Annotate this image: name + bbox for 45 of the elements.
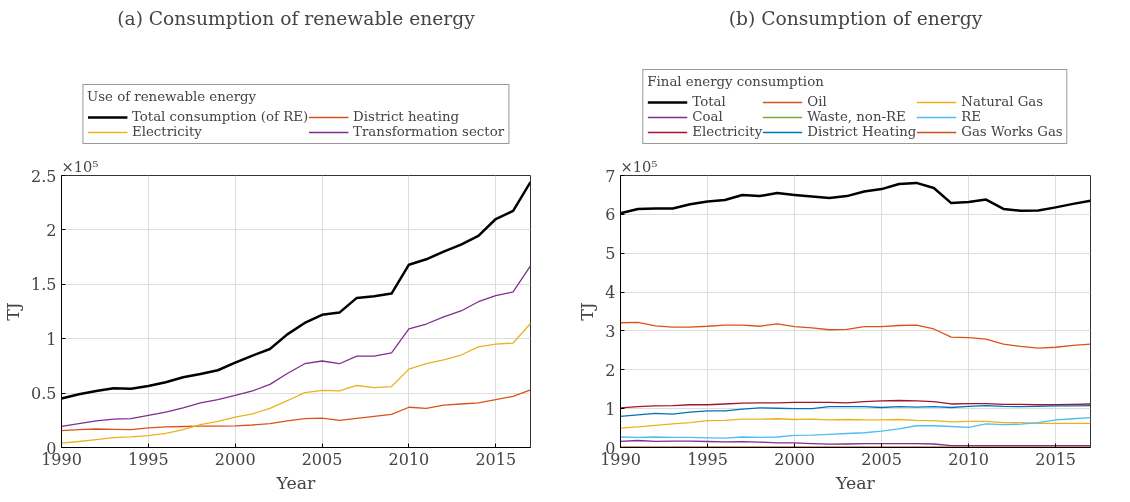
y-tick-label: 0.5 <box>31 384 57 404</box>
legend-title: Final energy consumption <box>647 74 825 89</box>
legend-label: Waste, non-RE <box>807 109 906 124</box>
chart-title: (a) Consumption of renewable energy <box>117 7 476 29</box>
y-tick-label: 1 <box>46 329 57 349</box>
text: ×10⁵ <box>61 157 99 175</box>
text: ×10⁵ <box>620 157 658 175</box>
x-tick-label: 2000 <box>214 449 256 469</box>
x-tick-label: 1995 <box>687 449 728 469</box>
y-tick-label: 7 <box>605 166 616 186</box>
legend-label: Gas Works Gas <box>961 124 1063 139</box>
y-tick-label: 1.5 <box>31 275 57 295</box>
legend-label: Coal <box>692 109 723 124</box>
legend-label: Electricity <box>131 124 202 139</box>
y-tick-label: 1 <box>605 399 616 419</box>
legend-title: Use of renewable energy <box>86 89 258 104</box>
x-tick-label: 1995 <box>127 449 169 469</box>
y-axis-title: TJ <box>3 302 24 321</box>
y-tick-label: 4 <box>605 283 616 303</box>
legend-label: District Heating <box>807 124 917 139</box>
y-tick-label: 5 <box>605 244 616 264</box>
x-tick-label: 2015 <box>1035 449 1077 469</box>
legend-label: Natural Gas <box>961 94 1044 109</box>
y-tick-label: 3 <box>605 321 616 341</box>
x-tick-label: 2010 <box>948 449 990 469</box>
y-tick-label: 2.5 <box>31 166 57 186</box>
legend-label: Electricity <box>692 124 763 139</box>
legend-label: Oil <box>807 94 828 109</box>
x-tick-label: 2000 <box>774 449 815 469</box>
legend-label: District heating <box>353 109 460 124</box>
legend-label: Transformation sector <box>353 124 505 139</box>
y-tick-label: 2 <box>46 220 57 240</box>
x-tick-label: 2005 <box>861 449 902 469</box>
chart-title: (b) Consumption of energy <box>728 7 983 29</box>
legend-label: Total consumption (of RE) <box>131 109 309 124</box>
x-axis-title: Year <box>835 472 876 493</box>
x-axis-title: Year <box>275 472 317 493</box>
x-tick-label: 2015 <box>475 449 517 469</box>
legend-label: Total <box>692 94 726 109</box>
y-tick-label: 6 <box>605 205 616 225</box>
y-tick-label: 2 <box>605 360 616 380</box>
y-axis-title: TJ <box>577 302 598 321</box>
x-tick-label: 2010 <box>388 449 430 469</box>
x-tick-label: 2005 <box>301 449 343 469</box>
legend-label: RE <box>961 109 982 124</box>
